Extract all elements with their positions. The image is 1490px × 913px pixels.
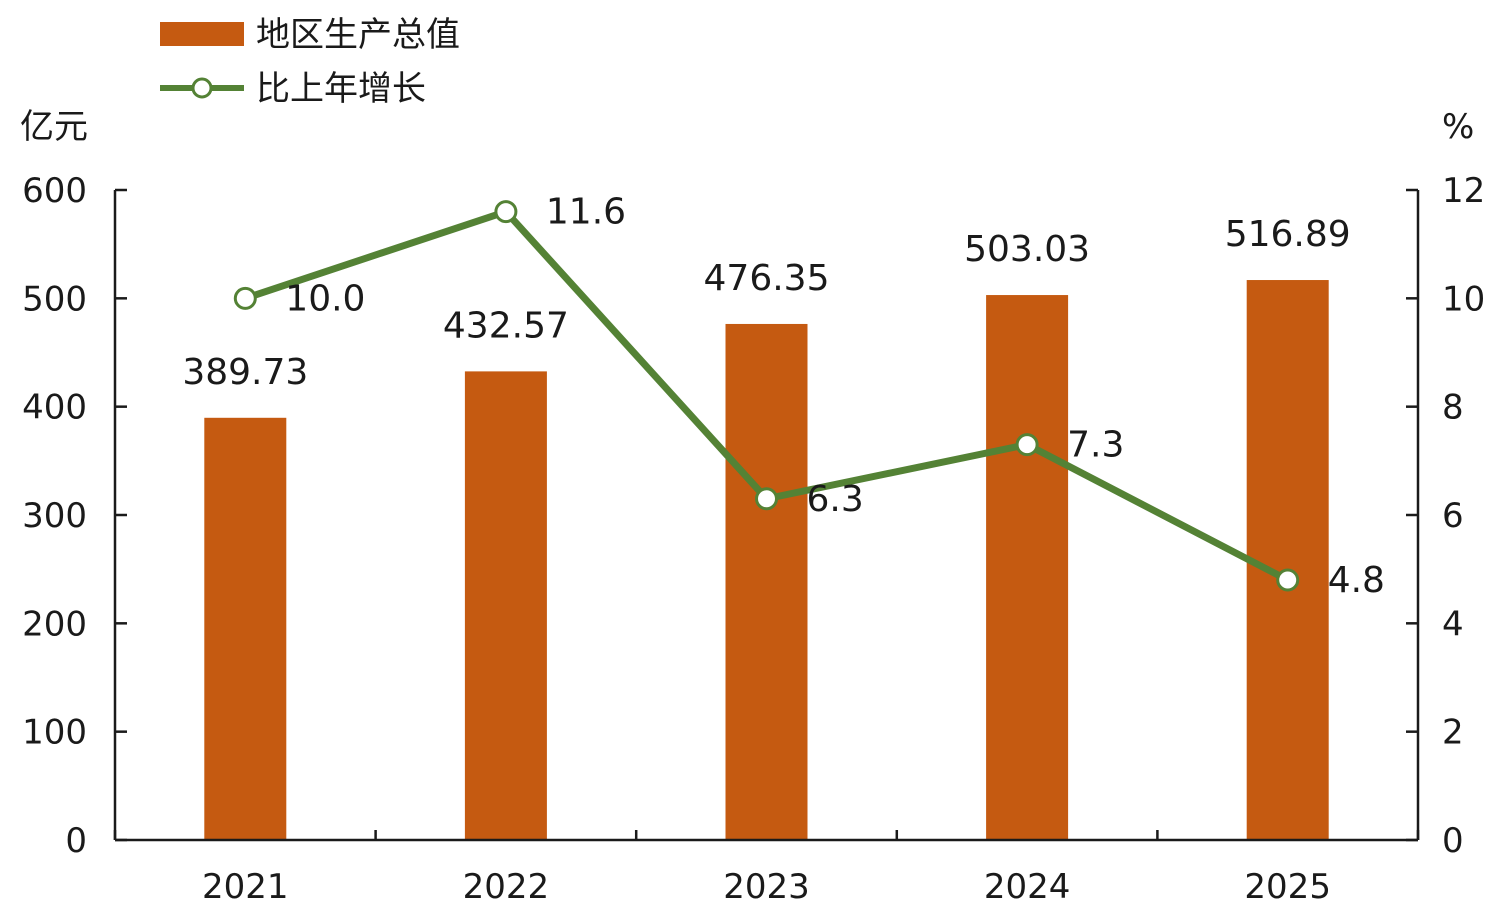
growth-value-label: 10.0 [285, 278, 365, 319]
right-tick-label: 0 [1442, 821, 1464, 861]
bar-2021 [204, 417, 287, 840]
x-tick-label: 2024 [984, 867, 1071, 907]
left-tick-label: 500 [22, 279, 87, 319]
bar-2023 [725, 323, 808, 840]
right-axis-unit: % [1442, 107, 1474, 147]
left-tick-label: 400 [22, 388, 87, 428]
bar-series [204, 280, 1329, 840]
growth-value-label: 11.6 [546, 192, 626, 233]
left-tick-label: 0 [65, 821, 87, 861]
line-series [233, 200, 1300, 592]
bar-2025 [1246, 280, 1329, 840]
growth-point-2024 [1015, 433, 1039, 457]
growth-point-2022 [494, 200, 518, 224]
growth-point-2025 [1276, 568, 1300, 592]
right-tick-label: 4 [1442, 604, 1464, 644]
left-axis-unit: 亿元 [20, 107, 88, 147]
legend: 地区生产总值 比上年增长 [160, 15, 460, 109]
bar-2022 [464, 371, 547, 840]
legend-label-gdp: 地区生产总值 [256, 15, 460, 55]
x-tick-label: 2025 [1244, 867, 1331, 907]
growth-point-2023 [755, 487, 778, 511]
axes: 0 100 200 300 400 500 600 0 2 4 6 8 10 12 2021 2022 2023… [22, 171, 1485, 907]
right-tick-label: 10 [1442, 279, 1485, 319]
x-tick-label: 2021 [202, 867, 289, 907]
growth-value-label: 4.8 [1328, 560, 1385, 601]
left-tick-label: 300 [22, 496, 87, 536]
growth-value-label: 7.3 [1067, 425, 1124, 466]
data-labels: 389.73 432.57 476.35 503.03 516.89 10.0 11.6 6.… [182, 192, 1385, 601]
legend-marker-growth [191, 77, 213, 99]
legend-label-growth: 比上年增长 [256, 69, 426, 109]
bar-value-label: 503.03 [964, 229, 1090, 270]
bar-value-label: 516.89 [1225, 214, 1351, 255]
right-tick-label: 6 [1442, 496, 1464, 536]
growth-value-label: 6.3 [807, 479, 864, 520]
growth-point-2021 [233, 286, 257, 310]
left-tick-label: 200 [22, 604, 87, 644]
bar-value-label: 476.35 [704, 258, 830, 299]
left-tick-label: 600 [22, 171, 87, 211]
x-tick-label: 2022 [463, 867, 550, 907]
bar-2024 [986, 295, 1069, 840]
bar-value-label: 389.73 [182, 352, 308, 393]
bar-value-label: 432.57 [443, 305, 569, 346]
right-tick-label: 2 [1442, 713, 1464, 753]
left-tick-label: 100 [22, 713, 87, 753]
legend-swatch-gdp [160, 22, 244, 46]
right-tick-label: 12 [1442, 171, 1485, 211]
x-tick-label: 2023 [723, 867, 810, 907]
right-tick-label: 8 [1442, 388, 1464, 428]
